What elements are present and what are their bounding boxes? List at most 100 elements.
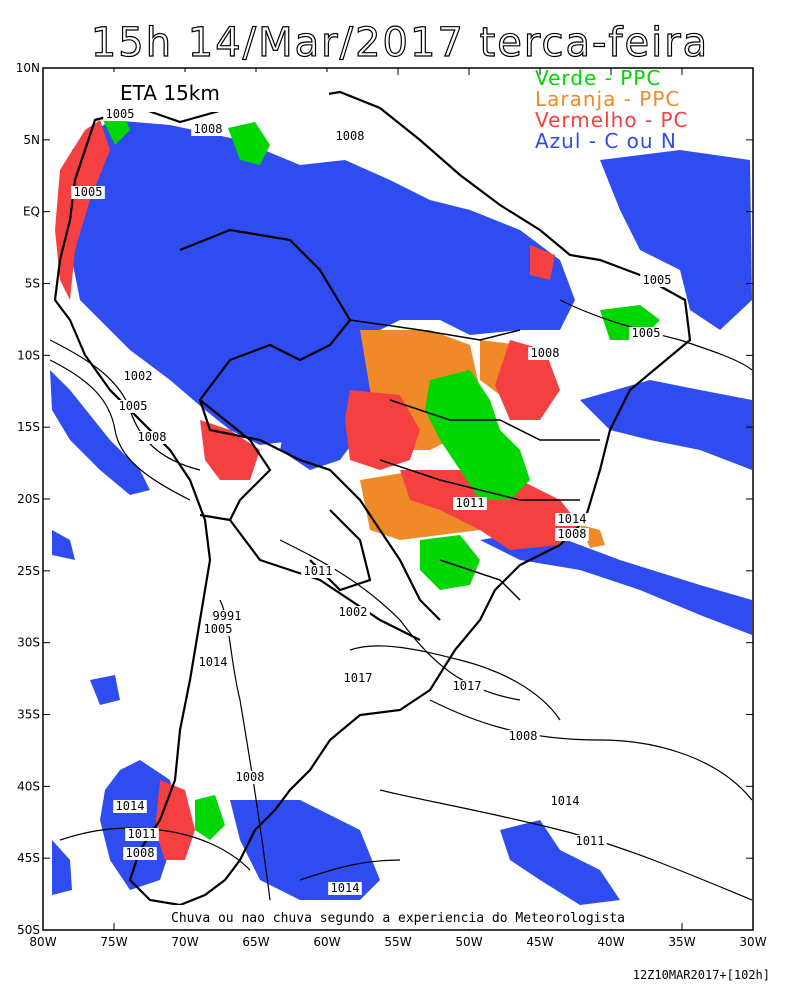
blue-area-amazon <box>65 120 575 445</box>
isobar-label: 1008 <box>336 129 365 143</box>
state-lines-1 <box>349 319 521 341</box>
lat-label: 30S <box>17 636 40 650</box>
isobar-label: 1008 <box>531 346 560 360</box>
isobar-label-bg <box>191 123 225 136</box>
isobar-label: 1008 <box>509 729 538 743</box>
isobar-label: 9991 <box>213 609 242 623</box>
red-area-patagonia <box>155 780 195 860</box>
isobar-labels: 1005 1008 1005 1008 1005 1005 1002 1005 1008 1008… <box>71 107 674 895</box>
legend-red: Vermelho - PC <box>535 108 689 132</box>
lon-label: 40W <box>597 935 624 949</box>
lat-label: 10N <box>16 61 40 75</box>
isobar-label: 1014 <box>558 512 587 526</box>
blue-area-east <box>600 150 752 330</box>
isobar-2 <box>49 359 191 501</box>
isobar-5 <box>349 645 561 721</box>
blue-area-sw <box>52 840 72 895</box>
isobar-6 <box>429 699 753 801</box>
lon-label: 35W <box>668 935 695 949</box>
isobar-label: 1017 <box>344 671 373 685</box>
isobar-label-bg <box>341 672 375 685</box>
blue-area-pacific <box>50 370 150 495</box>
isobar-label-bg <box>629 327 663 340</box>
isobar-10 <box>559 299 753 371</box>
isobar-label-bg <box>196 656 230 669</box>
green-area-central <box>425 370 530 500</box>
legend: Verde - PPC Laranja - PPC Vermelho - PC … <box>535 66 689 153</box>
isobar-label-bg <box>301 565 335 578</box>
isobar-label: 1014 <box>551 794 580 808</box>
isobar-9 <box>299 859 401 881</box>
lon-label: 50W <box>455 935 482 949</box>
isobar-label: 1005 <box>106 107 135 121</box>
blue-area-atlantic-south <box>480 530 752 635</box>
lat-label: 45S <box>17 851 40 865</box>
lat-label: 35S <box>17 708 40 722</box>
lat-label: 40S <box>17 779 40 793</box>
lat-label: 10S <box>17 348 40 362</box>
model-label-box <box>47 72 329 112</box>
red-area-south <box>400 470 580 550</box>
isobar-label: 1008 <box>194 122 223 136</box>
lon-label: 65W <box>242 935 269 949</box>
caption-box <box>140 905 660 929</box>
isobar-label-bg <box>135 431 169 444</box>
isobar-label-bg <box>555 513 589 526</box>
south-america-coast <box>53 90 692 907</box>
isobar-label-bg <box>336 606 370 619</box>
isobar-label-bg <box>506 730 540 743</box>
lat-label: 5N <box>23 133 40 147</box>
isobar-label: 1005 <box>204 622 233 636</box>
precipitation-areas <box>50 110 752 905</box>
isobar-label: 1002 <box>339 605 368 619</box>
bolivia-border <box>199 399 272 522</box>
isobar-label-bg <box>328 882 362 895</box>
lon-label: 55W <box>384 935 411 949</box>
paraguay-border <box>309 509 372 592</box>
legend-blue: Azul - C ou N <box>535 129 677 153</box>
isobar-label: 1008 <box>126 846 155 860</box>
isobar-label-bg <box>453 497 487 510</box>
isobar-label: 1014 <box>116 799 145 813</box>
green-area-south <box>420 535 480 590</box>
isobar-label-bg <box>548 795 582 808</box>
isobar-label-bg <box>121 370 155 383</box>
isobar-label: 1005 <box>74 185 103 199</box>
isobar-label-bg <box>71 186 105 199</box>
isobar-label-bg <box>201 623 235 636</box>
isobar-label: 1008 <box>138 430 167 444</box>
isobar-label-bg <box>116 400 150 413</box>
red-area-ne <box>530 245 555 280</box>
lon-label: 45W <box>526 935 553 949</box>
lat-label: EQ <box>23 205 40 219</box>
isobar-label-bg <box>210 610 244 623</box>
isobar-label-bg <box>333 130 367 143</box>
isobar-label-bg <box>573 835 607 848</box>
lon-label: 70W <box>171 935 198 949</box>
isobar-label: 1014 <box>331 881 360 895</box>
isobar-label: 1005 <box>632 326 661 340</box>
blue-area-south-east <box>500 820 620 905</box>
blue-area-pacific-3 <box>90 675 120 705</box>
isobar-label: 1014 <box>199 655 228 669</box>
lat-label: 15S <box>17 420 40 434</box>
lat-label: 5S <box>25 277 40 291</box>
caption: Chuva ou nao chuva segundo a experiencia… <box>171 911 625 926</box>
red-area-andes <box>55 120 110 300</box>
isobar-label: 1011 <box>304 564 333 578</box>
model-label: ETA 15km <box>120 81 220 105</box>
blue-area-south-atlantic <box>230 800 380 900</box>
red-area-bolivia <box>200 420 260 480</box>
lat-label: 50S <box>17 923 40 937</box>
argentina-border <box>229 519 421 641</box>
isobar-7 <box>379 789 753 901</box>
state-lines-2 <box>389 399 600 441</box>
lon-label: 30W <box>739 935 766 949</box>
lat-label: 20S <box>17 492 40 506</box>
isobar-label-bg <box>113 800 147 813</box>
isobar-label-bg <box>450 680 484 693</box>
forecast-run-label: 12Z10MAR2017+[102h] <box>632 968 770 982</box>
isobar-label-bg <box>528 347 562 360</box>
isobar-label-bg <box>103 108 137 121</box>
longitude-axis: 80W 75W 70W 65W 60W 55W 50W 45W 40W 35W 30W <box>29 68 767 949</box>
